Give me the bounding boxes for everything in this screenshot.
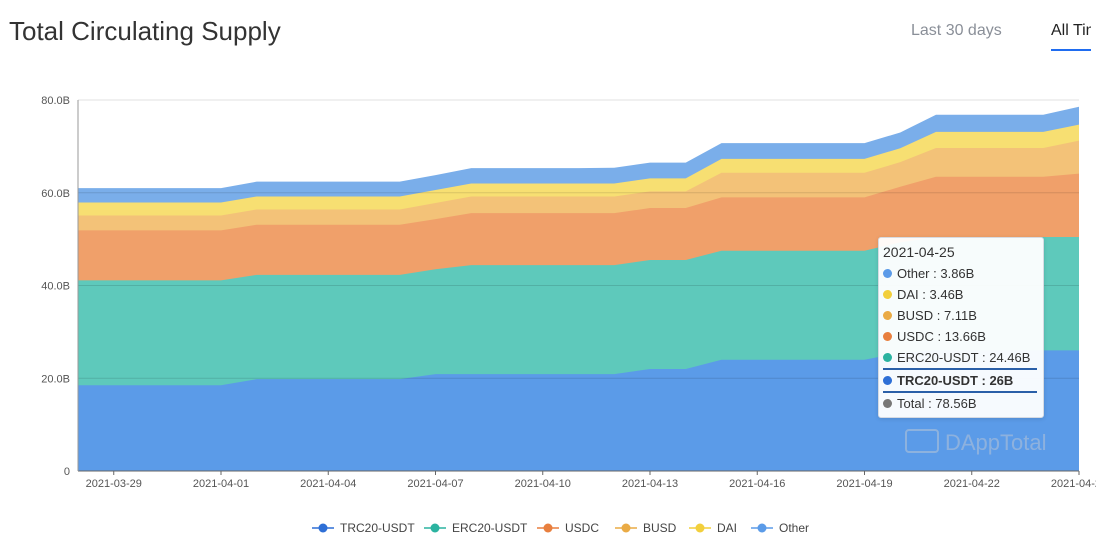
tab-last-30-days[interactable]: Last 30 days: [911, 22, 1002, 39]
tooltip-row-label: BUSD : 7.11B: [897, 308, 977, 323]
x-tick-label: 2021-04-19: [836, 478, 892, 490]
legend-label-trc20-usdt[interactable]: TRC20-USDT: [340, 521, 415, 535]
x-tick-label: 2021-04-22: [944, 478, 1000, 490]
tooltip-row: BUSD : 7.11B: [883, 305, 1037, 326]
tooltip-row: TRC20-USDT : 26B: [883, 368, 1037, 393]
legend-label-other[interactable]: Other: [779, 521, 809, 535]
area-trc20-usdt[interactable]: [78, 350, 1079, 471]
y-tick-label: 20.0B: [41, 373, 70, 385]
tooltip-row: USDC : 13.66B: [883, 326, 1037, 347]
x-tick-label: 2021-04-16: [729, 478, 785, 490]
x-tick-label: 2021-04-07: [407, 478, 463, 490]
tooltip-row-label: DAI : 3.46B: [897, 287, 964, 302]
y-tick-label: 80.0B: [41, 95, 70, 107]
tooltip-row: Total : 78.56B: [883, 393, 1037, 414]
tooltip-row-label: Total : 78.56B: [897, 396, 977, 411]
tooltip-dot-icon: [883, 376, 892, 386]
legend-marker-busd[interactable]: [621, 523, 631, 533]
x-tick-label: 2021-04-25: [1051, 478, 1096, 490]
x-tick-label: 2021-03-29: [86, 478, 142, 490]
watermark-text: DAppTotal: [945, 430, 1047, 455]
x-tick-label: 2021-04-10: [515, 478, 571, 490]
legend-label-busd[interactable]: BUSD: [643, 521, 677, 535]
tooltip-date: 2021-04-25: [883, 244, 955, 260]
legend-label-usdc[interactable]: USDC: [565, 521, 599, 535]
legend-label-erc20-usdt[interactable]: ERC20-USDT: [452, 521, 528, 535]
legend-marker-dai[interactable]: [695, 523, 705, 533]
legend-marker-erc20-usdt[interactable]: [430, 523, 440, 533]
tooltip-dot-icon: [883, 290, 892, 300]
tooltip-row: ERC20-USDT : 24.46B: [883, 347, 1037, 368]
x-tick-label: 2021-04-01: [193, 478, 249, 490]
tab-active-indicator: [1051, 49, 1091, 51]
y-tick-label: 60.0B: [41, 188, 70, 200]
tooltip-dot-icon: [883, 269, 892, 279]
tooltip-row-label: ERC20-USDT : 24.46B: [897, 350, 1031, 365]
tooltip-row: DAI : 3.46B: [883, 284, 1037, 305]
page-title: Total Circulating Supply: [9, 16, 281, 46]
chart-tooltip: 2021-04-25 Other : 3.86B DAI : 3.46B BUSD …: [878, 237, 1044, 418]
legend-marker-trc20-usdt[interactable]: [318, 523, 328, 533]
y-tick-label: 0: [64, 466, 70, 478]
tooltip-row: Other : 3.86B: [883, 263, 1037, 284]
y-tick-label: 40.0B: [41, 281, 70, 293]
tooltip-dot-icon: [883, 353, 892, 363]
tooltip-row-label: TRC20-USDT : 26B: [897, 373, 1014, 388]
tooltip-dot-icon: [883, 332, 892, 342]
tooltip-row-label: Other : 3.86B: [897, 266, 975, 281]
x-tick-label: 2021-04-13: [622, 478, 678, 490]
x-tick-label: 2021-04-04: [300, 478, 356, 490]
tooltip-dot-icon: [883, 399, 892, 409]
legend-marker-other[interactable]: [757, 523, 767, 533]
tooltip-dot-icon: [883, 311, 892, 321]
tab-all-time[interactable]: All Time: [1051, 22, 1091, 39]
legend-label-dai[interactable]: DAI: [717, 521, 737, 535]
watermark-logo-icon: [905, 429, 939, 453]
tooltip-row-label: USDC : 13.66B: [897, 329, 986, 344]
legend-marker-usdc[interactable]: [543, 523, 553, 533]
